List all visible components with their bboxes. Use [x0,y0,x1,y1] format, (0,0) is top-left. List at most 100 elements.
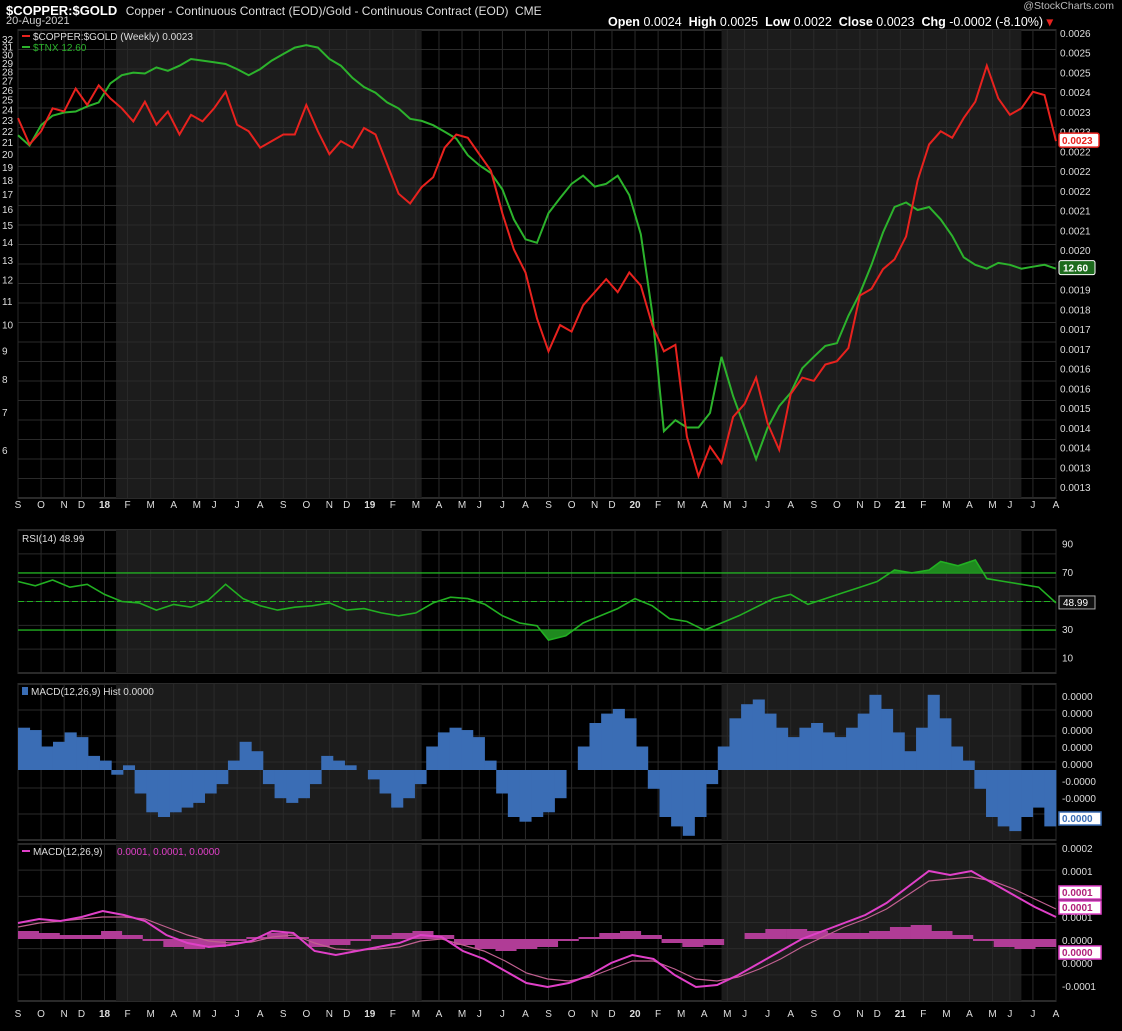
left-axis-tick: 26 [2,86,14,97]
x-tick-label: M [458,500,466,511]
macd-hist-bar [554,770,567,799]
macd-hist2-bar [599,933,621,939]
macd-hist-bar [974,770,987,789]
right-axis-tick: 0.0024 [1060,88,1091,99]
x-tick-label: S [280,1009,287,1020]
watermark: @StockCharts.com [1023,0,1114,12]
macd-hist-last-box [1058,811,1102,826]
legend-ratio: $COPPER:$GOLD (Weekly) 0.0023 [33,32,193,43]
x-tick-label: M [677,1009,685,1020]
macd-hist-bar [251,751,264,770]
macd-hist2-bar [640,935,662,939]
macd-hist2-bar [121,935,143,939]
x-tick-label: A [257,1009,264,1020]
x-tick-label: F [920,500,926,511]
legend-swatch-hist [22,687,28,695]
x-tick-label: D [343,500,350,511]
x-tick-label: S [15,1009,22,1020]
x-tick-label: M [193,500,201,511]
macd-hist-bar [76,737,89,770]
x-tick-label: 18 [99,1009,111,1020]
x-tick-label: J [500,1009,505,1020]
macd-hist2-bar [972,939,995,941]
symbol-description: Copper - Continuous Contract (EOD)/Gold … [125,4,509,18]
x-tick-label: A [1053,500,1060,511]
macd-signal-line [17,876,1057,982]
macd-hist2-bar [101,931,123,939]
x-tick-label: O [833,1009,841,1020]
macd-hist2-bar [453,939,476,945]
exchange-label: CME [514,4,542,18]
macd-hist-bar [927,694,940,770]
x-tick-label: N [856,1009,863,1020]
macd-hist-axis-tick: 0.0000 [1062,709,1093,720]
x-tick-label: J [765,500,770,511]
macd-hist-bar [647,770,660,789]
left-axis-tick: 30 [2,51,14,62]
right-axis-tick: 0.0013 [1060,463,1091,474]
x-tick-label: M [988,500,996,511]
tnx-line [17,44,1057,463]
x-tick-label: S [810,1009,817,1020]
macd-hist-bar [216,770,229,785]
macd-hist-bar [834,737,847,770]
x-tick-label: J [1030,500,1035,511]
macd-hist-bar [624,718,637,770]
x-tick-label: F [655,1009,661,1020]
macd-hist-bar [146,770,159,813]
x-tick-label: 20 [629,1009,641,1020]
macd-hist-bar [169,770,182,813]
x-tick-label: M [988,1009,996,1020]
macd-hist2-bar [578,937,600,939]
x-tick-label: S [280,500,287,511]
x-tick-label: F [390,500,396,511]
macd-hist2-bar [744,933,766,939]
macd-hist-bar [309,770,322,785]
macd-hist-axis-tick: -0.0000 [1062,777,1096,788]
macd-hist-bar [997,770,1010,827]
x-tick-label: D [874,1009,881,1020]
x-tick-label: 20 [629,500,641,511]
x-tick-label: S [545,1009,552,1020]
macd-hist-bar [881,708,894,770]
macd-hist-bar [682,770,695,836]
x-tick-label: A [787,1009,794,1020]
macd-hist-bar [227,760,240,770]
macd-hist2-bar [1035,939,1057,947]
macd-axis-tick: 0.0000 [1062,936,1093,947]
x-tick-label: A [522,500,529,511]
x-tick-label: D [874,500,881,511]
x-tick-label: D [608,500,615,511]
left-axis-tick: 16 [2,205,14,216]
macd-hist-bar [111,770,124,775]
last-value-ratio: 0.0023 [1062,136,1093,147]
macd-hist-bar [449,727,462,770]
right-axis-tick: 0.0016 [1060,384,1091,395]
macd-hist-bar [122,765,136,770]
macd-last-box [1058,945,1102,960]
left-axis-tick: 28 [2,68,14,79]
macd-last-value: 0.0001 [1062,903,1093,914]
x-tick-label: A [170,1009,177,1020]
x-tick-label: O [37,500,45,511]
right-axis-tick: 0.0023 [1060,108,1091,119]
macd-hist-bar [542,770,555,813]
x-tick-label: A [787,500,794,511]
rsi-axis-tick: 10 [1062,654,1074,665]
macd-last-value: 0.0000 [1062,948,1093,959]
rsi-axis-tick: 70 [1062,568,1074,579]
x-tick-label: N [591,1009,598,1020]
macd-hist-bar [321,755,334,770]
macd-hist-bar [671,770,684,827]
macd-hist2-bar [495,939,517,951]
legend-tnx: $TNX 12.60 [33,43,87,54]
macd-hist2-bar [308,939,330,947]
x-tick-label: A [966,1009,973,1020]
x-tick-label: M [723,1009,731,1020]
macd-hist2-bar [350,939,372,941]
last-value-box-tnx [1058,260,1096,276]
macd-hist-bar [612,708,625,770]
x-tick-label: J [1007,500,1012,511]
macd-hist-bar [811,723,824,770]
x-tick-label: M [942,500,950,511]
